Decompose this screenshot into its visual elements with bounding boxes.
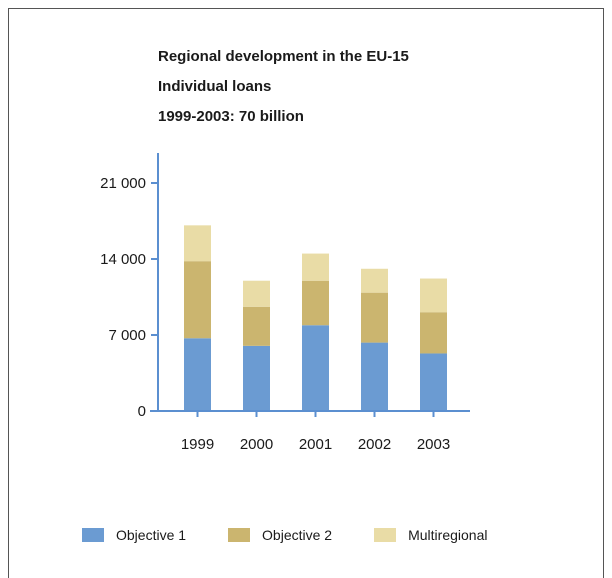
bar-multiregional-2001 (302, 253, 329, 281)
x-tick-label-2002: 2002 (358, 436, 391, 453)
y-tick-label-0: 0 (138, 403, 146, 420)
legend-swatch-multiregional (374, 528, 397, 542)
bar-multiregional-2002 (361, 268, 388, 293)
bar-objective-2-2002 (361, 292, 388, 343)
chart-frame (8, 8, 604, 578)
bar-objective-2-2001 (302, 280, 329, 326)
bar-objective-2-2003 (420, 312, 447, 354)
x-tick-label-2003: 2003 (417, 436, 450, 453)
legend-item-multiregional: Multiregional (374, 527, 487, 543)
bar-objective-1-2003 (420, 353, 447, 411)
legend-label-objective-2: Objective 2 (262, 527, 333, 543)
x-tick-label-2001: 2001 (299, 436, 332, 453)
bar-multiregional-1999 (184, 225, 211, 262)
legend-swatch-objective-1 (82, 528, 104, 542)
bar-objective-1-2002 (361, 342, 388, 411)
chart-subtitle: Individual loans (158, 78, 272, 95)
chart-subtitle-total: 1999-2003: 70 billion (158, 108, 304, 125)
legend-label-multiregional: Multiregional (408, 527, 488, 543)
x-tick-label-2000: 2000 (240, 436, 273, 453)
bar-objective-1-1999 (184, 338, 211, 411)
legend-item-objective-2: Objective 2 (228, 527, 332, 543)
bar-objective-2-2000 (243, 306, 270, 346)
chart-title: Regional development in the EU-15 (158, 48, 409, 65)
chart-titles: Regional development in the EU-15 Indivi… (158, 42, 409, 132)
legend: Objective 1 Objective 2 Multiregional (82, 527, 529, 543)
bar-objective-1-2001 (302, 325, 329, 411)
bar-objective-1-2000 (243, 345, 270, 411)
bar-multiregional-2000 (243, 280, 270, 307)
x-tick-label-1999: 1999 (181, 436, 214, 453)
legend-swatch-objective-2 (228, 528, 251, 542)
legend-item-objective-1: Objective 1 (82, 527, 186, 543)
bar-multiregional-2003 (420, 278, 447, 313)
y-tick-label-7000: 7 000 (108, 327, 146, 344)
bar-objective-2-1999 (184, 261, 211, 339)
y-tick-label-21000: 21 000 (100, 175, 146, 192)
y-tick-label-14000: 14 000 (100, 251, 146, 268)
legend-label-objective-1: Objective 1 (116, 527, 187, 543)
